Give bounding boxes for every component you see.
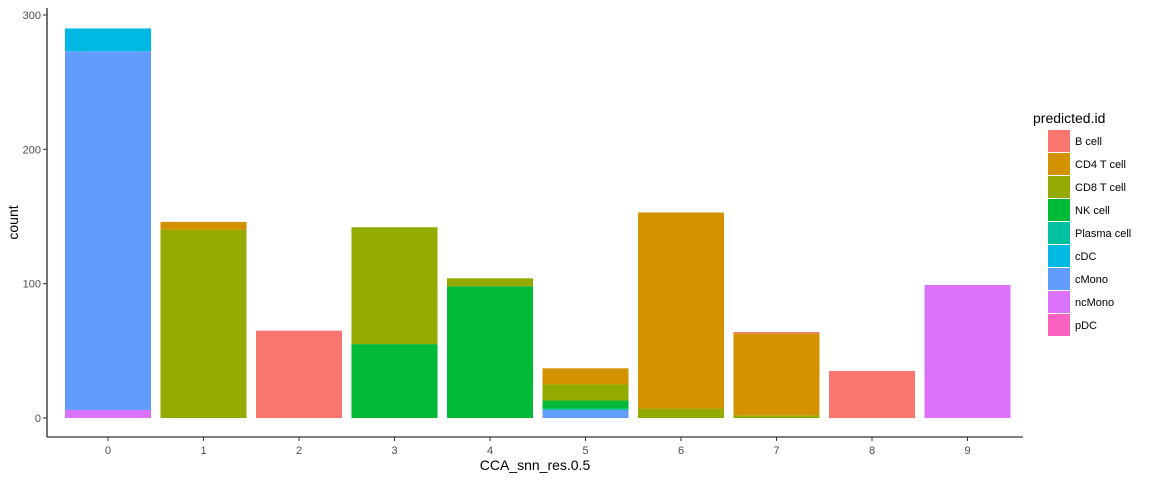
- bar-segment-7-cd8-t-cell: [733, 415, 820, 418]
- x-tick-label: 2: [296, 445, 302, 457]
- y-tick-label: 200: [23, 144, 41, 156]
- legend-swatch: [1048, 176, 1070, 198]
- y-tick-label: 0: [35, 413, 41, 425]
- legend-swatch: [1048, 199, 1070, 221]
- legend-label: CD4 T cell: [1075, 159, 1126, 171]
- bar-segment-4-nk-cell: [447, 286, 533, 418]
- x-tick-label: 7: [773, 445, 779, 457]
- bar-segment-6-cd8-t-cell: [638, 408, 724, 418]
- bar-segment-0-cdc: [65, 28, 151, 52]
- x-tick-label: 3: [391, 445, 397, 457]
- legend-label: CD8 T cell: [1075, 182, 1126, 194]
- bar-segment-4-cd8-t-cell: [447, 278, 533, 287]
- y-axis-title: count: [5, 205, 21, 239]
- legend-label: B cell: [1075, 136, 1102, 148]
- legend-swatch: [1048, 153, 1070, 175]
- legend-label: ncMono: [1075, 297, 1114, 309]
- bar-segment-2-b-cell: [256, 330, 342, 418]
- legend-item-ncmono: ncMono: [1048, 291, 1114, 313]
- bar-segment-6-cd4-t-cell: [638, 212, 724, 409]
- x-tick-label: 9: [964, 445, 970, 457]
- x-tick-label: 4: [487, 445, 493, 457]
- axes-layer: 0 100 200 300 0 1 2 3 4 5 6 7 8 9 CCA_snn_res.0.5 count: [5, 8, 1023, 473]
- x-tick-label: 6: [678, 445, 684, 457]
- legend-item-cd4-t-cell: CD4 T cell: [1048, 153, 1126, 175]
- bar-segment-5-cd8-t-cell: [542, 384, 629, 401]
- legend-swatch: [1048, 222, 1070, 244]
- x-tick-label: 0: [105, 445, 111, 457]
- x-tick-label: 5: [582, 445, 588, 457]
- bar-segment-9-ncmono: [924, 285, 1011, 418]
- y-tick-label: 100: [23, 279, 41, 291]
- bar-segment-5-plasma-cell: [542, 408, 629, 410]
- legend-item-nk-cell: NK cell: [1048, 199, 1110, 221]
- bar-segment-7-cd4-t-cell: [733, 333, 820, 416]
- bar-segment-5-cmono: [542, 409, 629, 418]
- bar-segment-7-b-cell: [733, 332, 820, 334]
- bar-segment-1-cd8-t-cell: [160, 229, 247, 418]
- legend-swatch: [1048, 245, 1070, 267]
- legend-swatch: [1048, 130, 1070, 152]
- bar-segment-8-b-cell: [829, 370, 915, 418]
- y-tick-label: 300: [23, 10, 41, 22]
- legend-item-cdc: cDC: [1048, 245, 1096, 267]
- bars-layer: [65, 28, 1011, 418]
- legend-item-plasma-cell: Plasma cell: [1048, 222, 1131, 244]
- legend-title: predicted.id: [1033, 110, 1105, 126]
- legend-swatch: [1048, 291, 1070, 313]
- legend-item-cmono: cMono: [1048, 268, 1108, 290]
- legend-item-pdc: pDC: [1048, 314, 1097, 336]
- bar-segment-3-nk-cell: [351, 344, 438, 418]
- bar-segment-5-nk-cell: [542, 400, 629, 409]
- x-tick-label: 8: [869, 445, 875, 457]
- legend: predicted.id B cell CD4 T cell CD8 T cell NK…: [1033, 110, 1131, 336]
- legend-label: cMono: [1075, 274, 1108, 286]
- legend-item-cd8-t-cell: CD8 T cell: [1048, 176, 1126, 198]
- legend-swatch: [1048, 268, 1070, 290]
- x-axis-title: CCA_snn_res.0.5: [480, 457, 591, 473]
- legend-label: NK cell: [1075, 205, 1110, 217]
- legend-label: Plasma cell: [1075, 228, 1131, 240]
- x-tick-label: 1: [200, 445, 206, 457]
- bar-segment-1-cd4-t-cell: [160, 221, 247, 230]
- legend-label: pDC: [1075, 320, 1097, 332]
- bar-segment-3-cd8-t-cell: [351, 227, 438, 345]
- legend-item-b-cell: B cell: [1048, 130, 1102, 152]
- bar-segment-0-cmono: [65, 51, 151, 410]
- legend-label: cDC: [1075, 251, 1096, 263]
- bar-segment-0-ncmono: [65, 409, 151, 418]
- legend-swatch: [1048, 314, 1070, 336]
- bar-segment-5-cd4-t-cell: [542, 368, 629, 385]
